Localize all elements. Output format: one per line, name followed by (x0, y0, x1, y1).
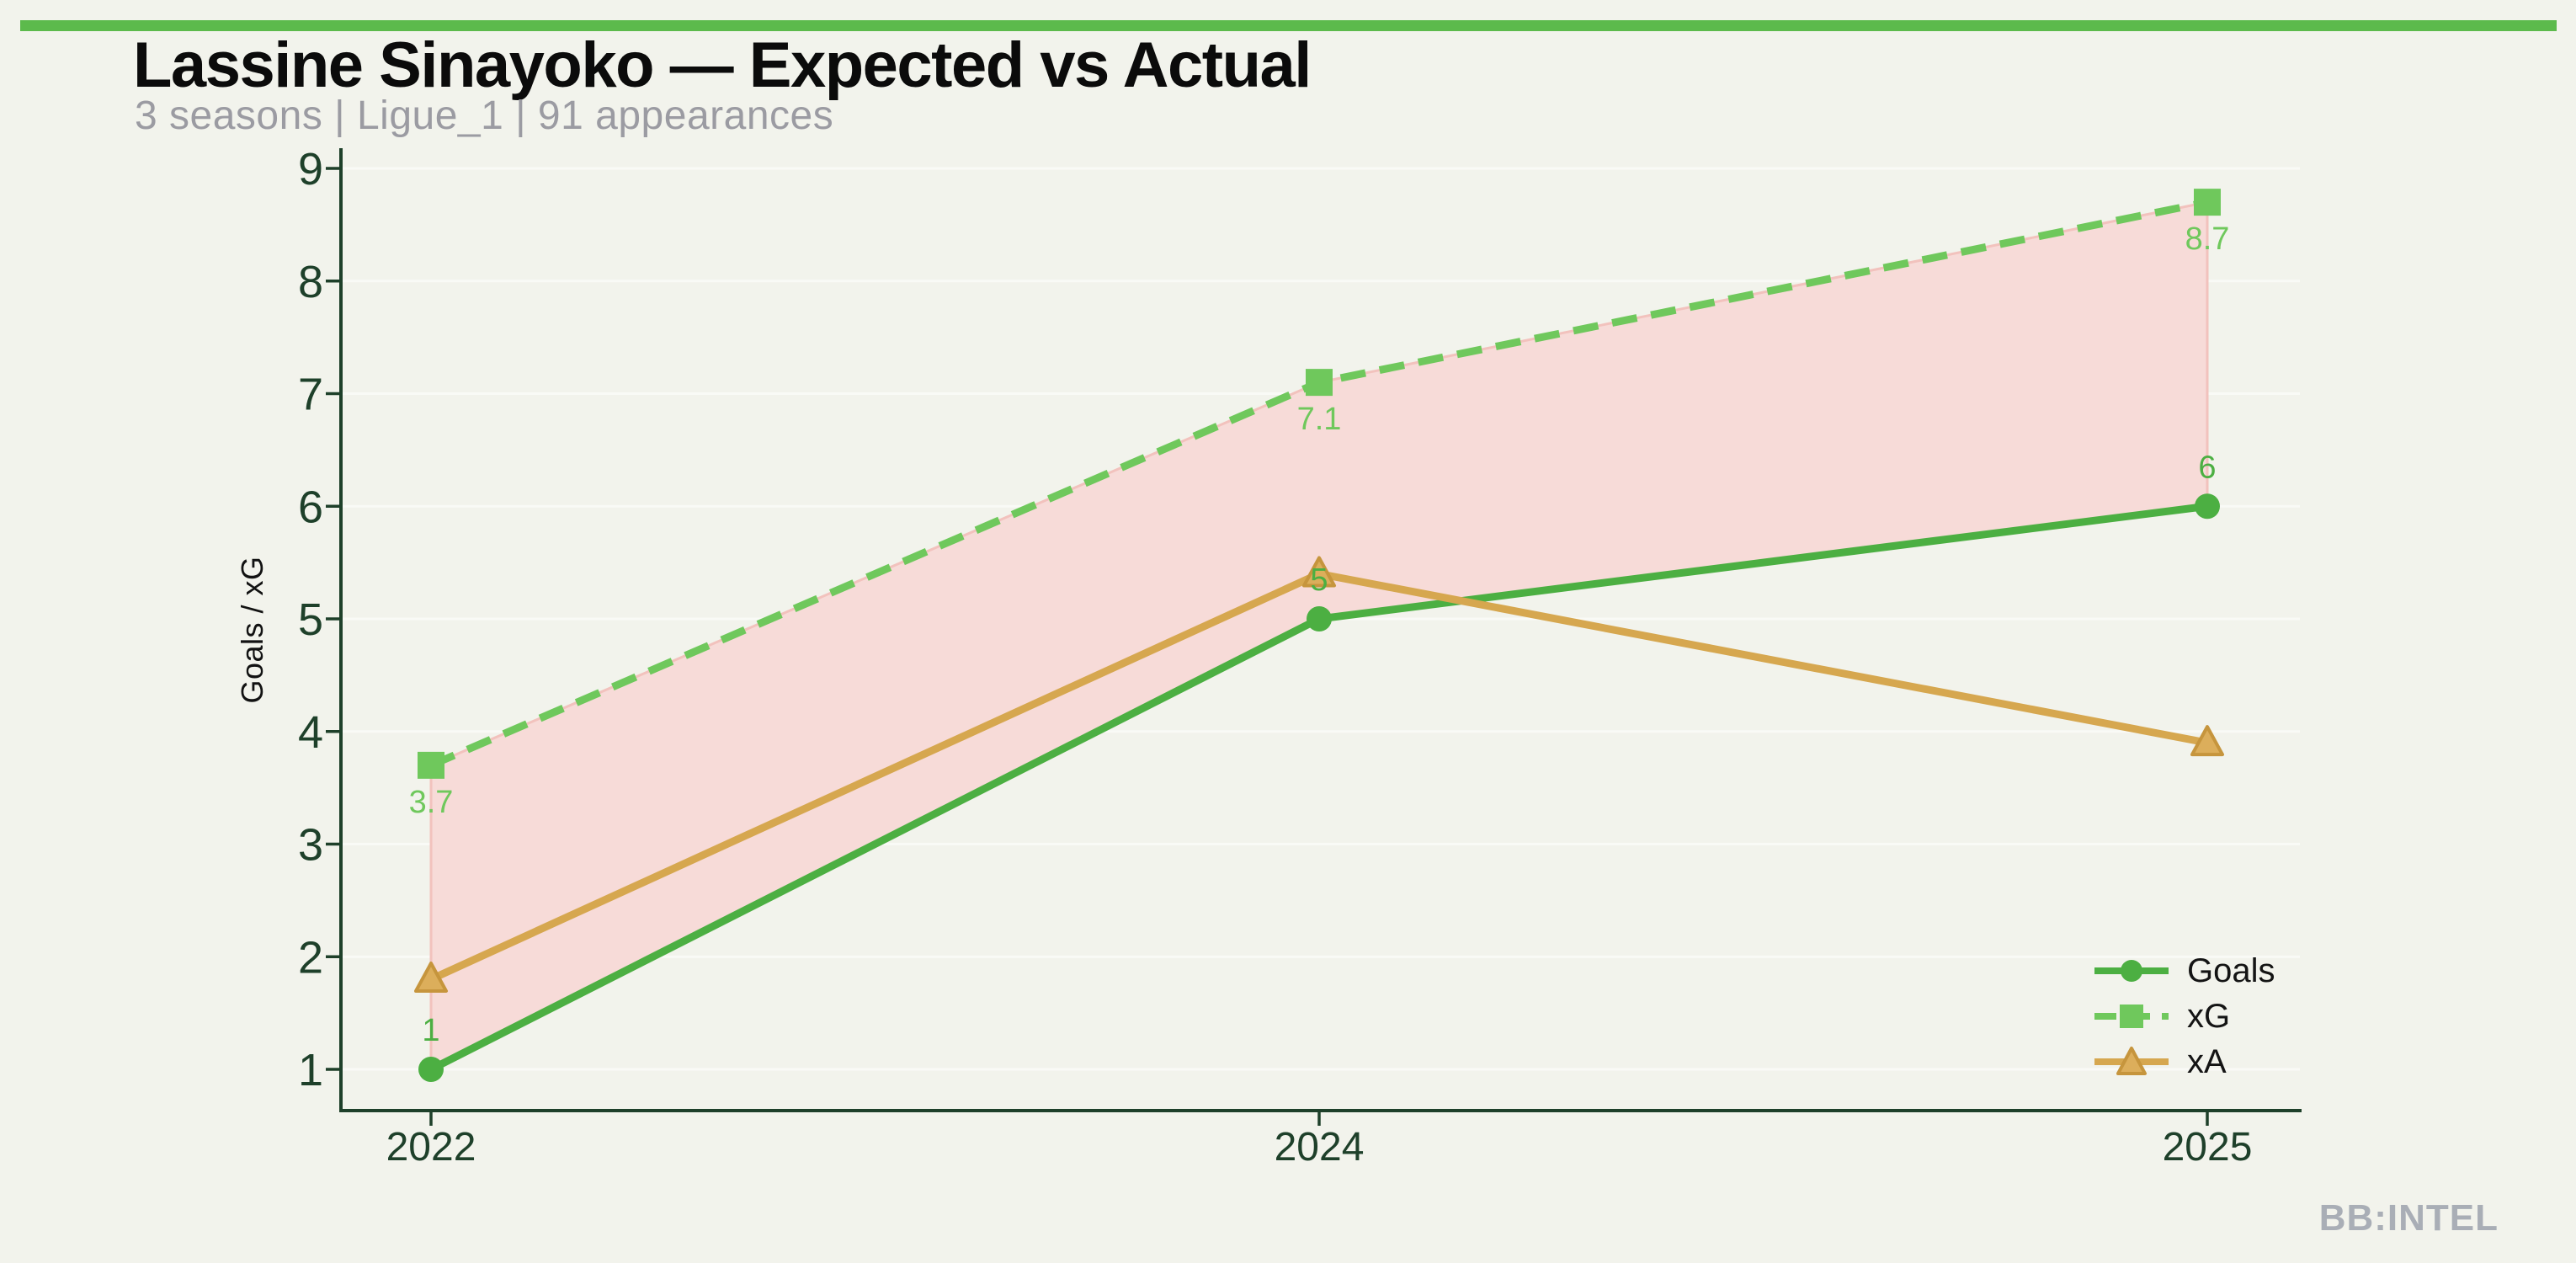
page-title: Lassine Sinayoko — Expected vs Actual (133, 29, 1312, 101)
svg-text:8.7: 8.7 (2185, 221, 2230, 257)
svg-text:4: 4 (298, 707, 323, 758)
legend-item-xg: xG (2091, 996, 2275, 1037)
legend-item-xa: xA (2091, 1042, 2275, 1082)
svg-text:7.1: 7.1 (1297, 402, 1342, 437)
series-xg (418, 189, 2221, 779)
series-goals (418, 493, 2220, 1082)
svg-text:2025: 2025 (2163, 1125, 2253, 1170)
svg-text:9: 9 (298, 144, 323, 195)
top-accent-bar (20, 20, 2557, 31)
xg-goals-band (429, 200, 2209, 1071)
svg-text:1: 1 (298, 1045, 323, 1095)
goals-line-marker-icon (2094, 960, 2169, 982)
xg-line-marker-icon (2094, 1005, 2169, 1028)
svg-text:2022: 2022 (386, 1125, 476, 1170)
watermark: BB:INTEL (2318, 1197, 2499, 1239)
point-labels: 1 5 6 3.7 7.1 8.7 (409, 221, 2230, 1048)
svg-text:7: 7 (298, 370, 323, 420)
legend-label-goals: Goals (2187, 952, 2275, 989)
svg-text:6: 6 (298, 482, 323, 532)
svg-text:3: 3 (298, 820, 323, 871)
legend-label-xg: xG (2187, 998, 2231, 1035)
svg-text:8: 8 (298, 257, 323, 307)
page-subtitle: 3 seasons | Ligue_1 | 91 appearances (135, 93, 834, 138)
legend-item-goals: Goals (2091, 951, 2275, 991)
svg-text:5: 5 (298, 594, 323, 645)
series-xa (414, 556, 2224, 993)
y-axis-label: Goals / xG (235, 556, 269, 704)
svg-text:5: 5 (1310, 562, 1328, 598)
legend-label-xa: xA (2187, 1043, 2227, 1080)
svg-text:6: 6 (2198, 450, 2216, 485)
svg-text:2024: 2024 (1275, 1125, 1365, 1170)
xa-line-marker-icon (2094, 1047, 2169, 1075)
legend: Goals xG xA (2091, 951, 2275, 1082)
svg-text:1: 1 (422, 1013, 439, 1048)
svg-text:3.7: 3.7 (409, 785, 454, 820)
axes: 1 2 3 4 5 6 7 8 9 2022 2024 2025 (298, 144, 2302, 1170)
svg-text:2: 2 (298, 932, 323, 983)
